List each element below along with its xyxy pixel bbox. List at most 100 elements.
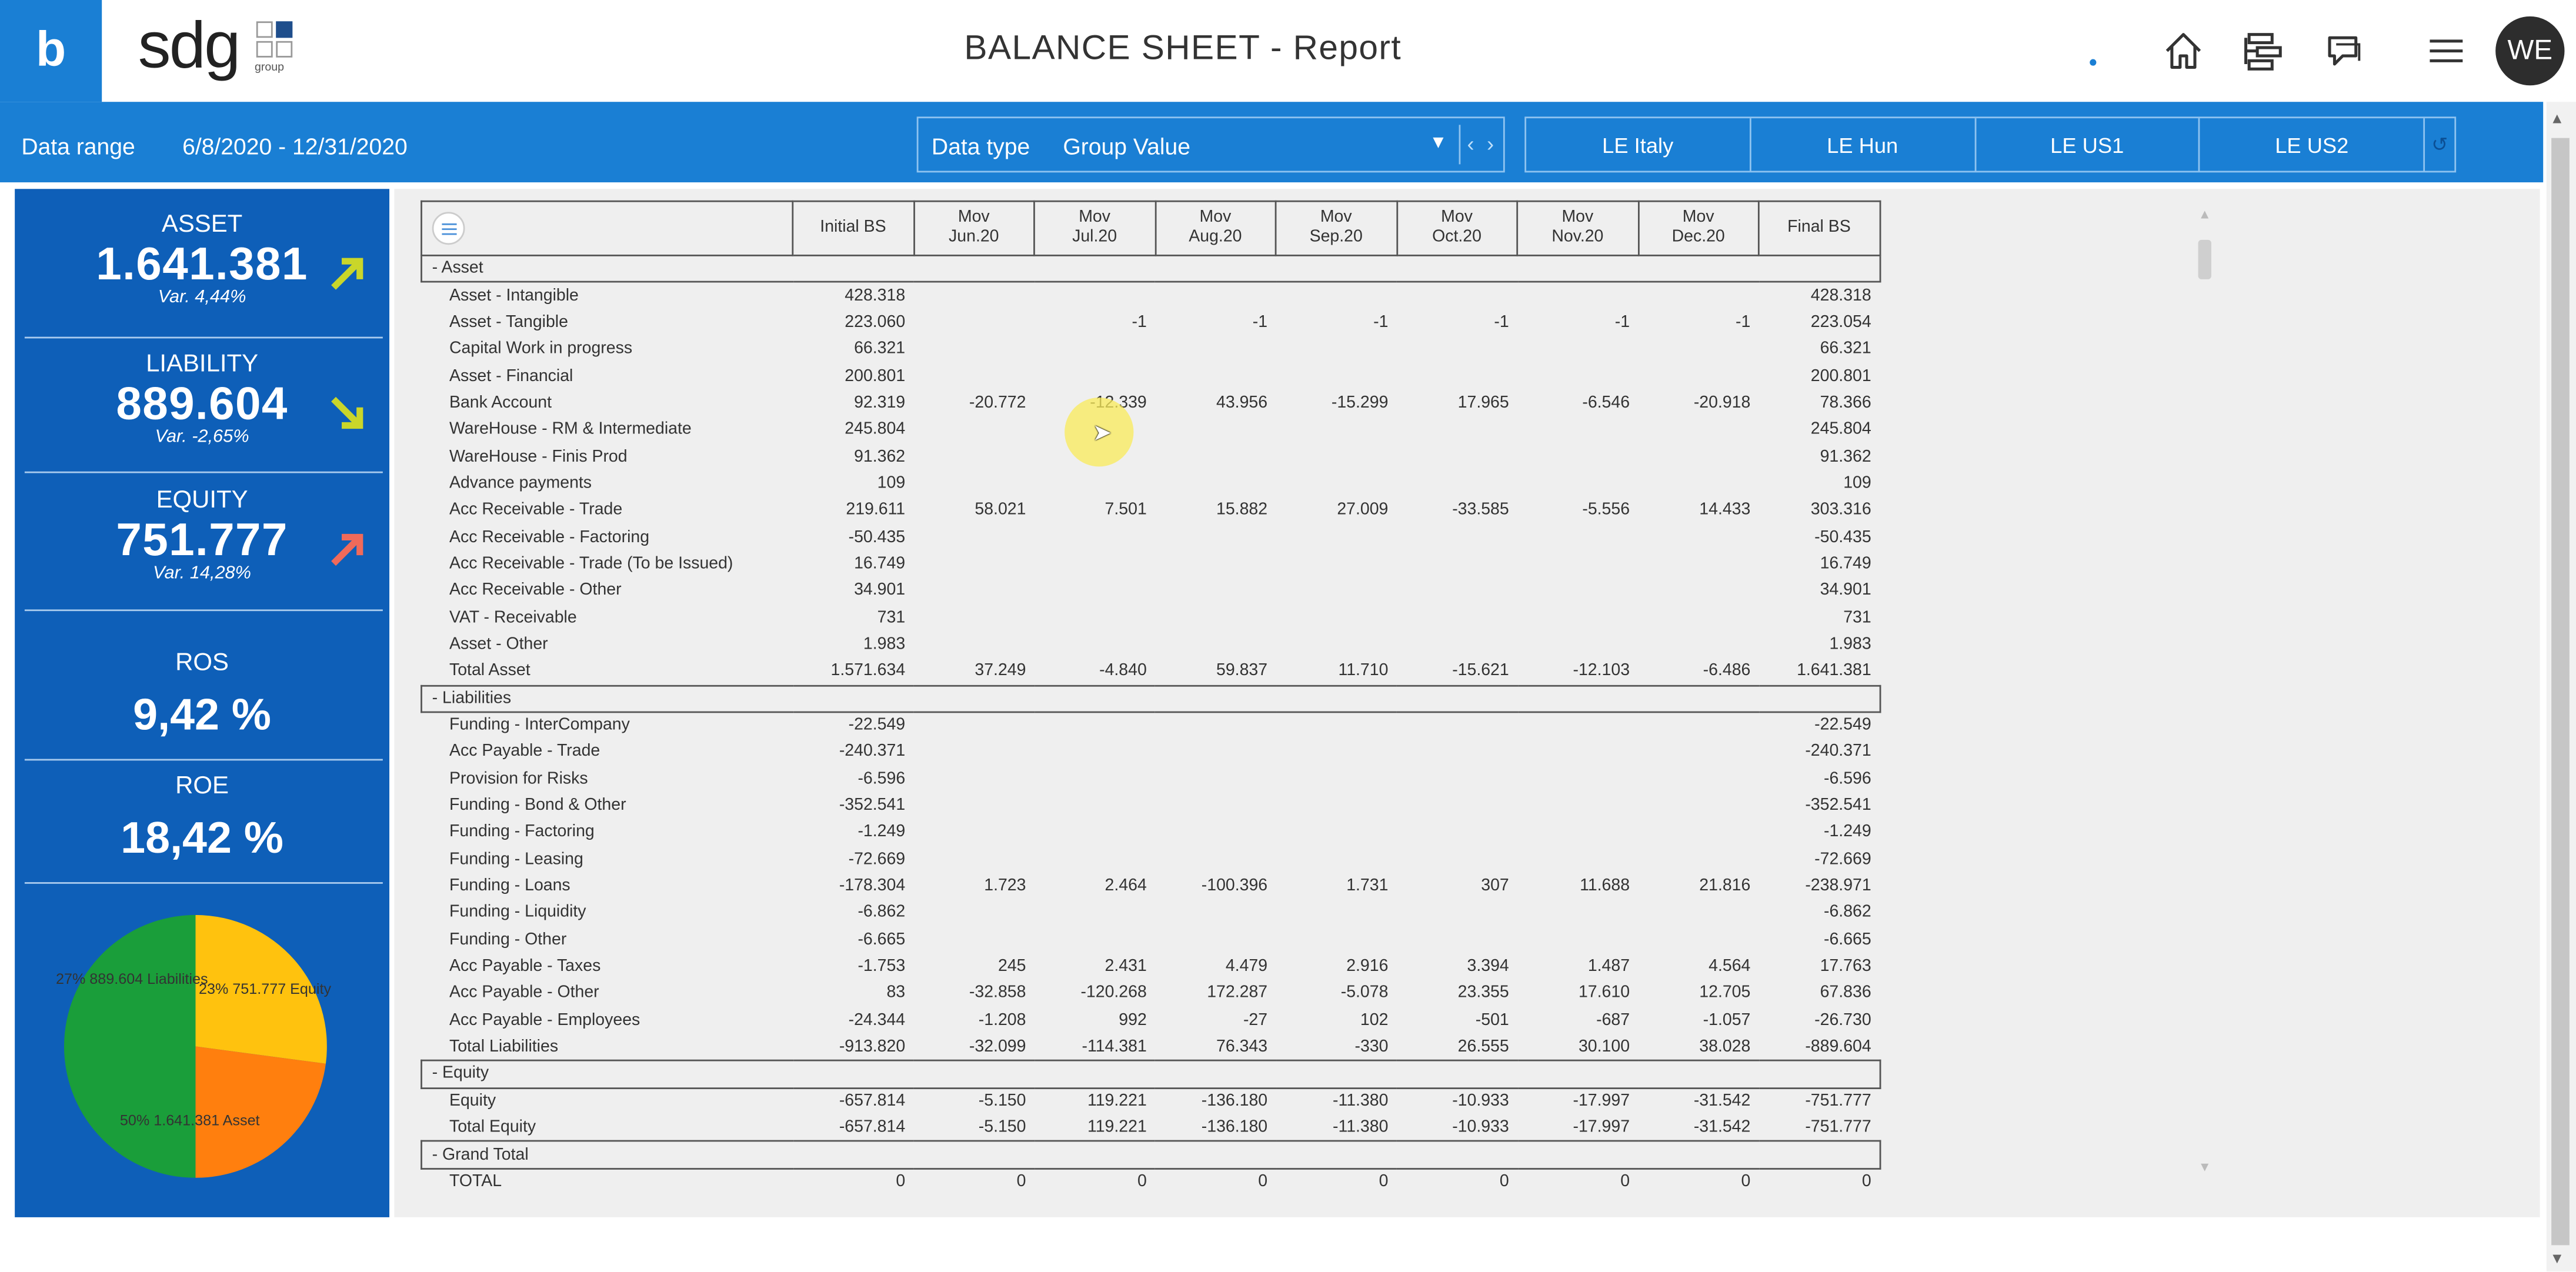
row-value: -1.249 — [857, 823, 906, 842]
row-value — [1155, 632, 1276, 659]
column-header[interactable]: Mov Aug.20 — [1154, 200, 1277, 256]
row-value — [1396, 819, 1517, 846]
row-value: 83 — [886, 984, 906, 1003]
row-value — [1034, 927, 1154, 954]
row-value — [1638, 416, 1759, 443]
chevron-left-icon[interactable]: ‹ — [1467, 131, 1474, 156]
row-value — [1034, 524, 1154, 551]
pie-slice-asset[interactable] — [64, 914, 196, 1178]
column-header[interactable]: Initial BS — [792, 200, 915, 256]
row-value — [913, 792, 1034, 819]
column-header[interactable]: Mov Dec.20 — [1637, 200, 1760, 256]
row-value — [1517, 443, 1638, 470]
row-label: Funding - Other — [449, 931, 567, 949]
table-row: Acc Receivable - Trade 219.611 58.021 7.501… — [422, 497, 1880, 524]
scroll-down-icon[interactable]: ▼ — [2198, 1160, 2211, 1175]
pie-label-asset: 50% 1.641.381 Asset — [119, 1112, 260, 1129]
row-value: -24.344 — [848, 1011, 906, 1030]
row-value — [1034, 846, 1154, 873]
row-value — [1034, 819, 1154, 846]
le-italy-button[interactable]: LE Italy — [1526, 118, 1751, 171]
hierarchy-icon[interactable] — [2243, 29, 2285, 72]
total-value: 30.100 — [1578, 1038, 1630, 1056]
menu-icon[interactable] — [2425, 29, 2468, 72]
total-value: -889.604 — [1805, 1038, 1871, 1056]
scroll-up-icon[interactable]: ▲ — [2198, 206, 2211, 222]
pie-slice-equity[interactable] — [195, 1046, 326, 1178]
total-value: -751.777 — [1805, 1119, 1871, 1137]
le-us2-button[interactable]: LE US2 — [2200, 118, 2425, 171]
data-type-dropdown[interactable]: Data type Group Value ▼ ‹ › — [916, 116, 1505, 173]
row-value: -32.858 — [969, 984, 1026, 1003]
scroll-up-icon[interactable]: ▲ — [2550, 110, 2565, 127]
app-logo[interactable]: b — [0, 0, 102, 102]
row-label: Asset - Tangible — [449, 313, 568, 332]
row-value — [1034, 739, 1154, 766]
column-header[interactable]: Mov Jul.20 — [1033, 200, 1156, 256]
total-value: 0 — [1499, 1173, 1509, 1191]
le-hun-button[interactable]: LE Hun — [1751, 118, 1976, 171]
row-value — [1396, 632, 1517, 659]
row-value — [1396, 443, 1517, 470]
row-value — [1638, 577, 1759, 605]
reset-filter-icon[interactable]: ↺ — [2431, 133, 2448, 156]
le-us1-button[interactable]: LE US1 — [1976, 118, 2201, 171]
total-value: -330 — [1354, 1038, 1389, 1056]
scroll-down-icon[interactable]: ▼ — [2550, 1250, 2565, 1267]
row-value: -11.380 — [1333, 1092, 1389, 1111]
row-value — [913, 766, 1034, 793]
hamburger-icon[interactable] — [432, 212, 465, 245]
section-label[interactable]: - Asset — [421, 254, 1881, 283]
column-header[interactable]: Final BS — [1757, 200, 1881, 256]
comments-icon[interactable] — [2323, 29, 2366, 72]
column-header[interactable]: Mov Oct.20 — [1396, 200, 1519, 256]
chevron-right-icon[interactable]: › — [1487, 131, 1494, 156]
row-value — [1276, 363, 1396, 390]
row-value: 4.479 — [1225, 957, 1268, 976]
table-row: Funding - Leasing -72.669 -72.669 — [422, 846, 1880, 873]
row-value — [1155, 739, 1276, 766]
section-header-row[interactable]: - Asset — [421, 254, 1881, 283]
table-row: Funding - Bond & Other -352.541 -352.541 — [422, 792, 1880, 819]
table-scrollbar-thumb[interactable] — [2198, 239, 2211, 279]
page-scrollbar-thumb[interactable] — [2551, 138, 2570, 1246]
column-header[interactable]: Mov Nov.20 — [1516, 200, 1639, 256]
row-value: -33.585 — [1452, 501, 1509, 520]
section-label[interactable]: - Liabilities — [421, 684, 1881, 713]
column-header[interactable]: Mov Jun.20 — [912, 200, 1035, 256]
section-header-row[interactable]: - Equity — [421, 1060, 1881, 1089]
equity-variance: Var. 14,28% — [153, 563, 251, 583]
table-row: Asset - Tangible 223.060 -1 -1 -1 -1 -1 -1 223.0… — [422, 309, 1880, 336]
row-value: -22.549 — [848, 716, 906, 735]
row-value: 66.321 — [1820, 340, 1871, 359]
balance-pie-chart: 27% 889.604 Liabilities 23% 751.777 Equi… — [56, 914, 331, 1178]
user-avatar[interactable]: WE — [2495, 16, 2565, 86]
row-value — [1396, 605, 1517, 632]
row-value: 14.433 — [1699, 501, 1751, 520]
total-value: -5.150 — [978, 1119, 1026, 1137]
section-header-row[interactable]: - Liabilities — [421, 684, 1881, 713]
row-value: 34.901 — [854, 582, 906, 600]
date-range-value[interactable]: 6/8/2020 - 12/31/2020 — [182, 133, 408, 159]
row-value: -20.918 — [1693, 394, 1751, 412]
row-value: -5.556 — [1582, 501, 1630, 520]
data-type-value[interactable]: Group Value — [1063, 133, 1191, 159]
total-value: 76.343 — [1216, 1038, 1268, 1056]
chevron-down-icon[interactable]: ▼ — [1429, 133, 1447, 153]
row-value — [1396, 900, 1517, 927]
total-label: Total Asset — [449, 662, 530, 680]
section-label[interactable]: - Grand Total — [421, 1140, 1881, 1170]
liability-title: LIABILITY — [146, 349, 259, 378]
table-row: Asset - Intangible 428.318 428.318 — [422, 282, 1880, 309]
home-icon[interactable] — [2162, 29, 2205, 72]
section-label[interactable]: - Equity — [421, 1060, 1881, 1089]
pie-slice-liabilities[interactable] — [195, 914, 327, 1064]
row-value — [1034, 712, 1154, 739]
row-value: 219.611 — [846, 501, 906, 520]
table-row: VAT - Receivable 731 731 — [422, 605, 1880, 632]
row-value — [1034, 551, 1154, 578]
section-header-row[interactable]: - Grand Total — [421, 1140, 1881, 1170]
arrow-up-right-icon — [331, 533, 363, 566]
column-header[interactable]: Mov Sep.20 — [1274, 200, 1397, 256]
row-value: 2.916 — [1346, 957, 1389, 976]
